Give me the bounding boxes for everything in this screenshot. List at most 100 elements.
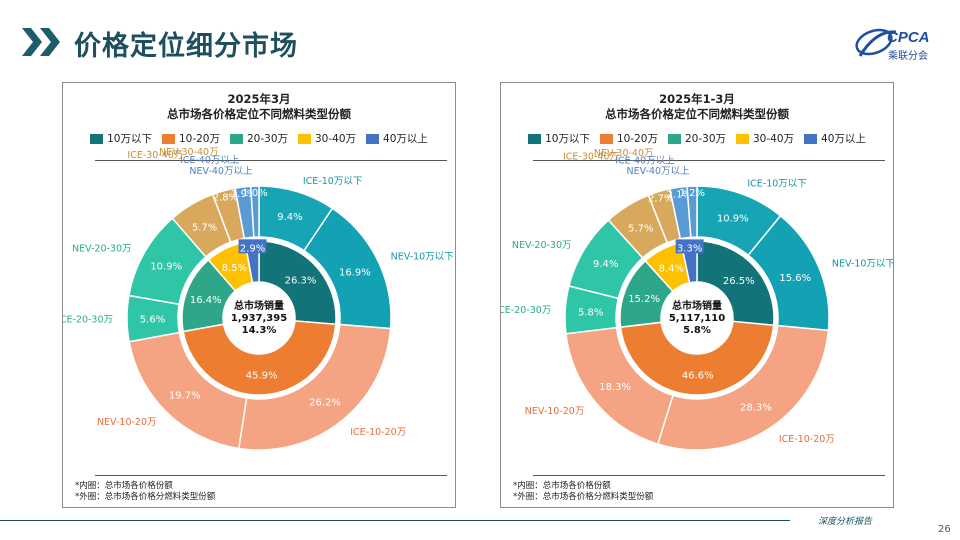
chart-title-period: 2025年1-3月 [659,92,735,106]
legend-swatch [229,133,243,144]
outer-category-label: ICE-30-40万 [127,150,183,161]
legend-item: 10万以下 [528,131,590,146]
logo-text: CPCA [887,29,930,46]
page-title: 价格定位细分市场 [74,31,298,62]
chart-title: 总市场各价格定位不同燃料类型份额 [167,107,351,121]
legend-item: 40万以上 [366,131,428,146]
inner-slice-10-20 [619,320,775,396]
legend-label: 10万以下 [107,133,152,145]
outer-category-label: ICE-10-20万 [350,427,406,438]
inner-value-label: 2.9% [240,243,265,254]
outer-value-label: 10.9% [150,262,182,273]
outer-value-label: 28.3% [740,403,772,414]
outer-value-label: 16.9% [339,268,371,279]
outer-value-label: 1.0% [242,188,267,199]
outer-category-label: ICE-30-40万 [563,152,619,163]
outer-value-label: 5.6% [140,315,165,326]
outer-category-label: ICE-10-20万 [779,434,835,445]
outer-category-label: NEV-30-40万 [594,148,654,159]
outer-category-label: ICE-10万以下 [747,178,806,189]
chart-legend: 10万以下 10-20万 20-30万 30-40万 40万以上 [501,131,893,146]
legend-swatch [667,133,681,144]
legend-swatch [528,133,542,144]
outer-category-label: NEV-10万以下 [832,258,893,269]
legend-label: 30-40万 [753,133,795,145]
center-total: 5,117,110 [669,313,725,324]
outer-value-label: 2.7% [648,193,673,204]
outer-value-label: 2.8% [213,193,238,204]
center-growth: 5.8% [683,325,711,336]
divider [533,160,885,161]
chart-title-period: 2025年3月 [227,92,291,106]
note-outer: *外圈：总市场各价格分燃料类型份额 [75,492,216,502]
legend-item: 10万以下 [90,131,152,146]
donut-center [224,283,294,353]
outer-category-label: ICE-20-30万 [63,315,113,326]
donut-chart-q1: 10.9% ICE-10万以下 15.6% NEV-10万以下 28.3% ICE-10-… [501,148,893,451]
legend-label: 10-20万 [616,133,658,145]
divider [533,475,885,476]
header-chevron-icon [22,28,60,56]
outer-value-label: 15.6% [779,273,811,284]
outer-value-label: 5.7% [628,224,653,235]
outer-category-label: NEV-20-30万 [72,243,132,254]
outer-value-label: 9.4% [593,259,618,270]
outer-category-label: NEV-40万以上 [626,166,690,177]
note-outer: *外圈：总市场各价格分燃料类型份额 [513,492,654,502]
outer-category-label: ICE-40万以上 [615,155,675,166]
divider [95,160,447,161]
legend-label: 30-40万 [315,133,357,145]
logo-subtitle: 乘联分会 [888,51,928,62]
outer-value-label: 2.1% [667,189,692,200]
inner-slice-10-20 [182,320,337,396]
legend-label: 10万以下 [545,133,590,145]
legend-item: 20-30万 [229,131,288,146]
inner-value-label: 26.3% [285,276,317,287]
inner-value-label: 45.9% [246,370,278,381]
outer-value-label: 19.7% [169,390,201,401]
inner-value-label: 46.6% [682,370,714,381]
outer-value-label: 1.2% [680,188,705,199]
outer-value-label: 5.7% [192,222,217,233]
page-number: 26 [938,524,951,535]
inner-value-label: 3.3% [677,243,702,254]
outer-value-label: 26.2% [309,398,341,409]
donut-chart-march: 9.4% ICE-10万以下 16.9% NEV-10万以下 26.2% ICE-10-2… [63,147,454,451]
outer-category-label: NEV-10万以下 [391,251,454,262]
legend-label: 20-30万 [246,133,288,145]
center-title: 总市场销量 [672,299,722,312]
inner-value-label: 8.5% [222,263,247,274]
legend-label: 10-20万 [178,133,220,145]
outer-category-label: NEV-10-20万 [97,417,157,428]
legend-swatch [736,133,749,144]
outer-category-label: ICE-20-30万 [501,305,551,316]
outer-slice-nev-40 [249,185,260,238]
inner-label-box [675,239,704,254]
legend-item: 30-40万 [298,131,356,146]
inner-value-label: 15.2% [628,294,660,305]
legend-swatch [90,133,104,144]
legend-item: 10-20万 [599,131,658,146]
chart-title: 总市场各价格定位不同燃料类型份额 [605,107,789,121]
outer-value-label: 18.3% [599,382,631,393]
note-inner: *内圈：总市场各价格份额 [513,481,611,491]
legend-swatch [366,133,380,144]
outer-slice-ice-10-20 [656,324,830,451]
outer-category-label: NEV-30-40万 [159,147,219,158]
legend-item: 40万以上 [804,131,866,146]
chart-legend: 10万以下 10-20万 20-30万 30-40万 40万以上 [63,131,455,146]
outer-value-label: 1.9% [231,189,256,200]
center-title: 总市场销量 [234,299,284,312]
center-growth: 14.3% [242,325,277,336]
chart-notes: *内圈：总市场各价格份额 *外圈：总市场各价格分燃料类型份额 [75,481,215,503]
outer-value-label: 9.4% [277,212,302,223]
chart-panel-march: 2025年3月 总市场各价格定位不同燃料类型份额 10万以下 10-20万 20… [62,82,456,508]
outer-value-label: 10.9% [717,214,749,225]
inner-slice-10 [258,240,337,326]
legend-item: 30-40万 [736,131,794,146]
outer-value-label: 5.8% [578,307,603,318]
divider [95,475,447,476]
chart-notes: *内圈：总市场各价格份额 *外圈：总市场各价格分燃料类型份额 [513,481,653,503]
legend-item: 20-30万 [667,131,726,146]
legend-swatch [298,133,311,144]
